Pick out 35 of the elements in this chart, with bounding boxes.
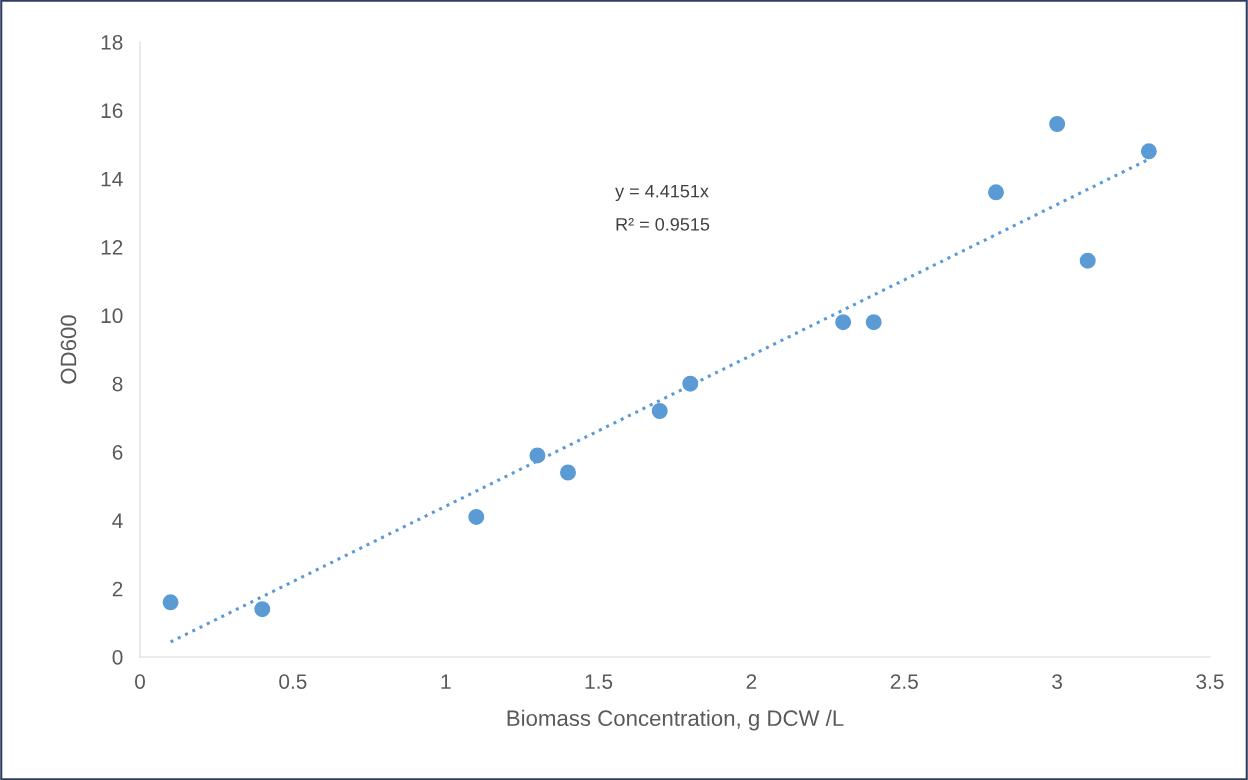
point: [1140, 143, 1157, 160]
point: [1049, 116, 1066, 132]
y-tick-label: 6: [112, 445, 123, 460]
x-axis-title: Biomass Concentration, g DCW /L: [507, 709, 844, 731]
point: [865, 314, 882, 331]
y-tick-label: 16: [101, 103, 123, 119]
point: [1079, 252, 1096, 269]
annotation: R² = 0.9515: [616, 217, 710, 231]
x-tick-label: 1.5: [585, 674, 613, 689]
point: [835, 314, 852, 331]
point: [254, 601, 271, 618]
x-tick-label: 1: [441, 674, 451, 689]
point: [560, 464, 576, 481]
point: [682, 375, 699, 392]
x-tick-label: 2.5: [890, 674, 918, 689]
y-tick-label: 8: [112, 376, 123, 392]
point: [651, 403, 668, 419]
x-tick-label: 0.5: [279, 674, 307, 689]
x-tick-label: 2: [746, 674, 757, 689]
y-tick-label: 10: [101, 308, 123, 324]
y-tick-label: 18: [101, 35, 123, 50]
y-tick-label: 14: [101, 171, 123, 187]
x-tick-label: 3: [1052, 674, 1063, 689]
x-tick-label: 3.5: [1196, 674, 1224, 689]
y-tick-label: 2: [112, 581, 123, 597]
point: [988, 184, 1004, 201]
y-tick-label: 0: [112, 650, 123, 665]
point: [529, 447, 546, 464]
x-tick-label: 0: [135, 674, 145, 689]
point: [162, 594, 179, 611]
annotation: y = 4.4151x: [615, 184, 709, 202]
y-tick-label: 4: [112, 513, 123, 528]
y-tick-label: 12: [101, 240, 123, 255]
y-axis-title: OD600: [60, 315, 77, 384]
point: [468, 508, 485, 525]
